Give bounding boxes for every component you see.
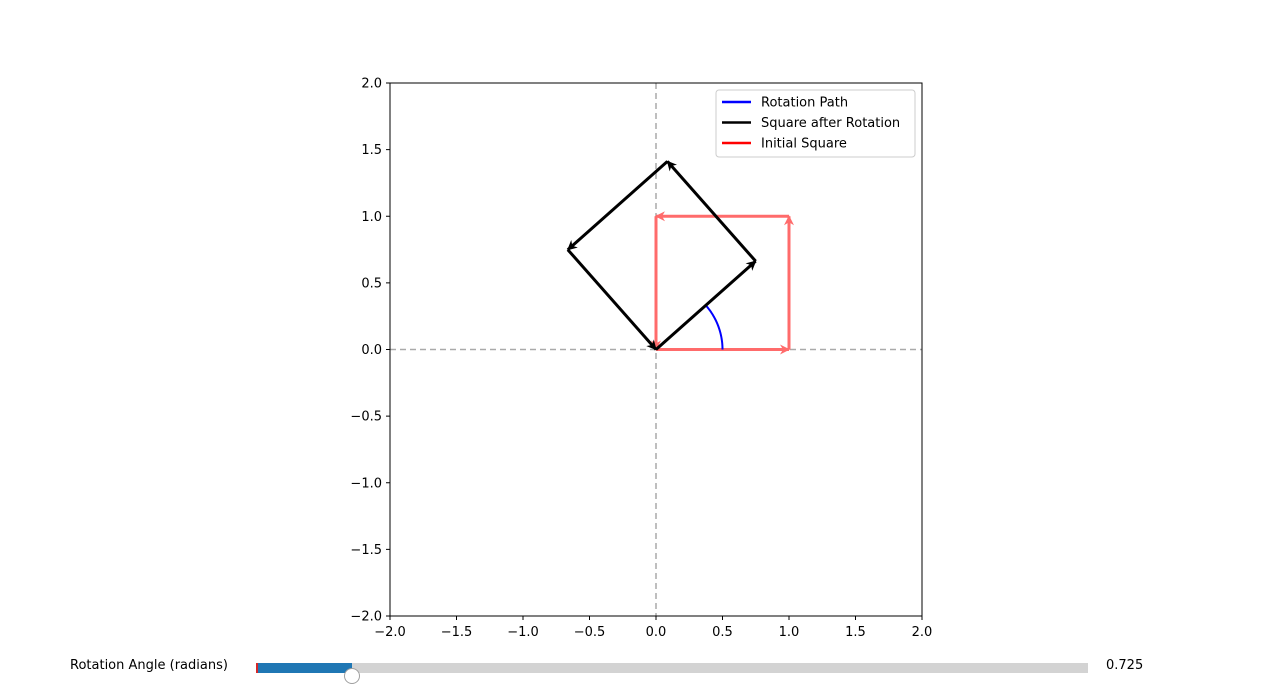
x-tick-label: −2.0 [374, 625, 406, 640]
slider-track[interactable] [256, 663, 1088, 684]
y-tick-label: 1.0 [361, 210, 382, 225]
y-tick-label: −0.5 [350, 410, 382, 425]
rotation-path-arc [705, 304, 724, 350]
square-after-rotation-series [566, 160, 757, 351]
y-tick-label: 0.0 [361, 343, 382, 358]
slider-value: 0.725 [1106, 658, 1144, 673]
y-tick-label: −1.5 [350, 543, 382, 558]
y-tick-label: 2.0 [361, 77, 382, 92]
x-axis: −2.0 −1.5 −1.0 −0.5 0.0 0.5 1.0 1.5 2.0 [374, 616, 932, 640]
rotation-slider-row: Rotation Angle (radians) 0.725 [0, 655, 1280, 684]
y-tick-label: −1.0 [350, 476, 382, 491]
square-after-rotation-edge-arrow [655, 260, 757, 351]
square-after-rotation-edge-arrow [566, 160, 669, 251]
legend-label: Rotation Path [761, 96, 848, 111]
slider-handle[interactable] [344, 668, 360, 684]
x-tick-label: −0.5 [574, 625, 606, 640]
legend-label: Initial Square [761, 137, 847, 152]
rotation-path-series [705, 304, 724, 350]
x-tick-label: 0.5 [712, 625, 733, 640]
y-tick-label: 1.5 [361, 143, 382, 158]
x-tick-label: 0.0 [646, 625, 667, 640]
legend-label: Square after Rotation [761, 116, 900, 131]
square-after-rotation-edge-arrow [666, 160, 757, 263]
slider-label: Rotation Angle (radians) [70, 658, 228, 673]
legend: Rotation Path Square after Rotation Initia… [715, 89, 916, 158]
square-after-rotation-edge-arrow [566, 248, 658, 351]
x-tick-label: 1.0 [779, 625, 800, 640]
x-tick-label: 1.5 [845, 625, 866, 640]
slider-fill [256, 663, 352, 673]
series-layer [566, 160, 794, 355]
y-tick-label: 0.5 [361, 276, 382, 291]
x-tick-label: −1.5 [441, 625, 473, 640]
slider-initial-marker [256, 663, 258, 673]
initial-square-series [651, 211, 794, 355]
y-axis: 2.0 1.5 1.0 0.5 0.0 −0.5 −1.0 −1.5 −2.0 [350, 77, 390, 625]
y-tick-label: −2.0 [350, 610, 382, 625]
legend-frame [715, 89, 916, 158]
x-tick-label: −1.0 [507, 625, 539, 640]
x-tick-label: 2.0 [912, 625, 933, 640]
